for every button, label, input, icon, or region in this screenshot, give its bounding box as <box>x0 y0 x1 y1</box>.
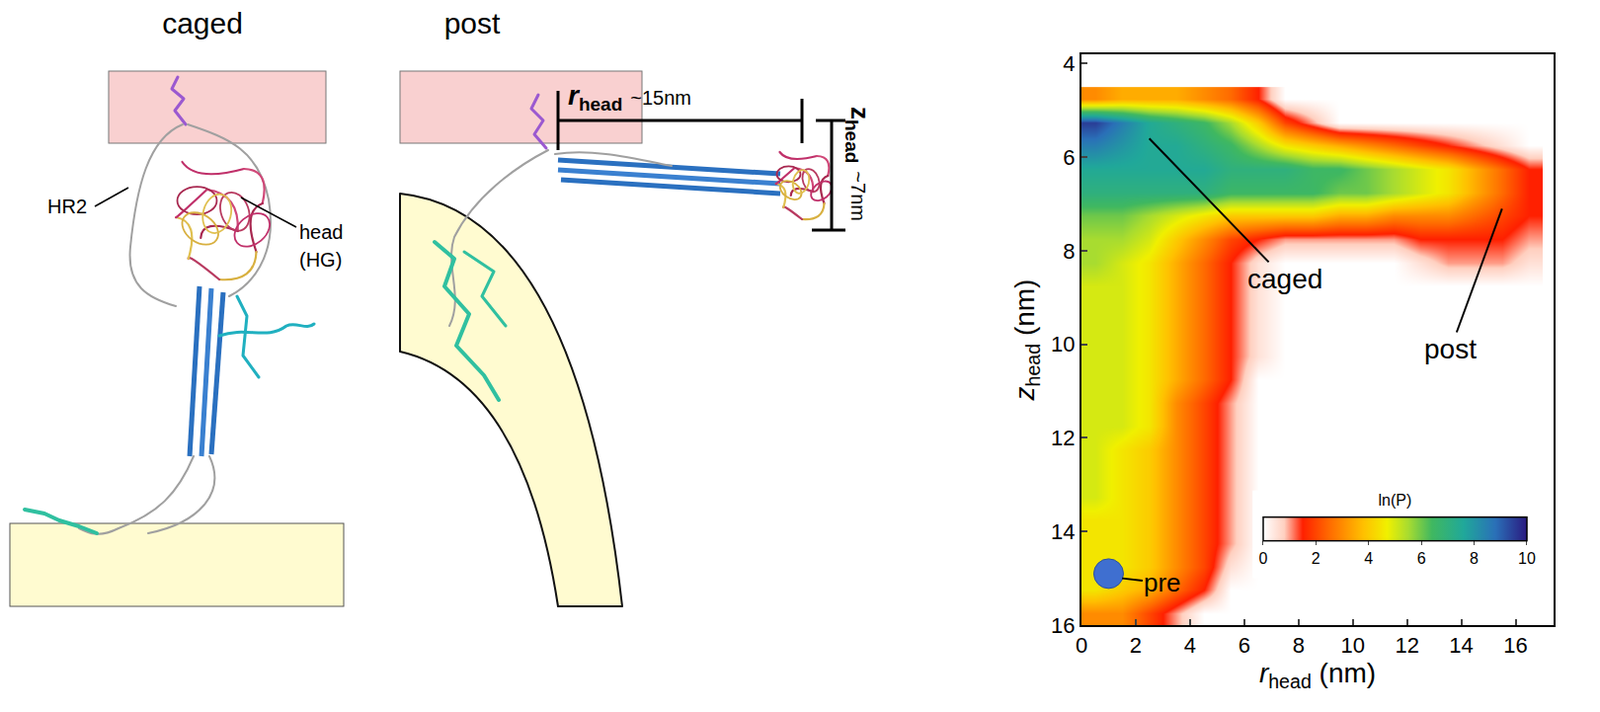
svg-text:16: 16 <box>1050 613 1075 639</box>
svg-text:2: 2 <box>1311 550 1321 567</box>
svg-text:caged: caged <box>1247 263 1323 295</box>
svg-text:14: 14 <box>1448 633 1473 658</box>
svg-text:4: 4 <box>1363 550 1373 567</box>
svg-text:post: post <box>444 6 501 40</box>
svg-text:6: 6 <box>1238 633 1251 658</box>
svg-text:10: 10 <box>1518 550 1536 567</box>
svg-text:12: 12 <box>1050 425 1075 451</box>
svg-text:0: 0 <box>1075 633 1088 658</box>
svg-text:rhead~15nm: rhead~15nm <box>567 80 692 115</box>
svg-text:zhead~7nm: zhead~7nm <box>841 106 876 222</box>
svg-text:10: 10 <box>1050 331 1075 357</box>
svg-text:pre: pre <box>1143 567 1182 598</box>
svg-text:z​head​ (nm): z​head​ (nm) <box>1009 279 1044 402</box>
svg-text:0: 0 <box>1258 550 1268 567</box>
svg-text:2: 2 <box>1129 633 1142 658</box>
svg-text:8: 8 <box>1292 633 1305 658</box>
svg-text:HR2: HR2 <box>47 195 87 218</box>
svg-text:8: 8 <box>1469 550 1479 567</box>
svg-text:10: 10 <box>1340 633 1364 658</box>
svg-text:r​head​ (nm): r​head​ (nm) <box>1259 657 1376 693</box>
svg-text:14: 14 <box>1050 519 1075 545</box>
svg-text:4: 4 <box>1062 51 1075 77</box>
svg-text:post: post <box>1424 333 1477 365</box>
svg-text:ln(P): ln(P) <box>1378 491 1413 509</box>
svg-text:4: 4 <box>1184 633 1197 658</box>
svg-text:8: 8 <box>1062 239 1075 264</box>
svg-text:6: 6 <box>1417 550 1427 567</box>
svg-text:16: 16 <box>1503 633 1527 658</box>
svg-text:(HG): (HG) <box>299 248 342 271</box>
svg-text:12: 12 <box>1394 633 1419 658</box>
svg-text:6: 6 <box>1062 145 1075 170</box>
svg-text:head: head <box>299 221 344 243</box>
svg-text:caged: caged <box>161 6 243 40</box>
